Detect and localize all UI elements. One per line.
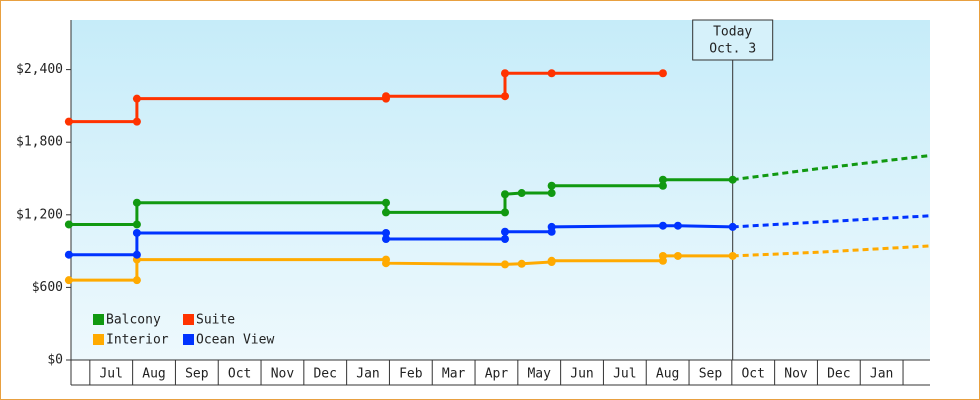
legend-label: Ocean View <box>196 333 274 348</box>
price-point <box>500 92 509 101</box>
today-label: Today <box>713 25 752 40</box>
price-point <box>517 259 526 268</box>
price-point <box>382 208 391 217</box>
price-point <box>547 222 556 231</box>
projection-line <box>732 244 931 258</box>
x-tick-label: Jan <box>356 367 379 382</box>
price-point <box>728 222 737 231</box>
today-label: Oct. 3 <box>709 42 756 57</box>
price-point <box>547 69 556 78</box>
x-tick-label: Dec <box>827 367 850 382</box>
price-point <box>547 181 556 190</box>
x-tick-label: Aug <box>656 367 679 382</box>
x-tick-label: Oct <box>228 367 251 382</box>
price-point <box>132 117 141 126</box>
price-point <box>382 228 391 237</box>
price-point <box>132 228 141 237</box>
legend-label: Interior <box>106 333 169 348</box>
price-point <box>382 92 391 101</box>
price-point <box>658 69 667 78</box>
today-box <box>692 19 774 61</box>
y-tick-label: $1,200 <box>16 207 63 222</box>
x-tick-label: Mar <box>442 367 466 382</box>
price-point <box>500 260 509 269</box>
x-tick-label: May <box>527 367 551 382</box>
y-tick-label: $2,400 <box>16 62 63 77</box>
y-tick-label: $600 <box>32 280 63 295</box>
x-tick-label: Nov <box>271 367 295 382</box>
plot-area <box>71 20 930 360</box>
price-point <box>64 117 73 126</box>
x-tick-label: Dec <box>313 367 336 382</box>
price-point <box>658 251 667 260</box>
projection-line <box>732 214 931 229</box>
price-point <box>547 256 556 265</box>
price-point <box>500 227 509 236</box>
x-tick-label: Aug <box>142 367 165 382</box>
price-point <box>132 198 141 207</box>
x-tick-label: Sep <box>699 367 723 382</box>
y-tick-label: $1,800 <box>16 135 63 150</box>
price-point <box>673 221 682 230</box>
price-point <box>382 198 391 207</box>
price-point <box>382 235 391 244</box>
y-tick-label: $0 <box>47 353 63 368</box>
legend-label: Balcony <box>106 313 161 328</box>
price-point <box>500 208 509 217</box>
legend-swatch <box>183 314 194 325</box>
price-point <box>500 190 509 199</box>
legend-swatch <box>93 334 104 345</box>
legend-swatch <box>93 314 104 325</box>
x-tick-label: Oct <box>741 367 764 382</box>
price-point <box>517 189 526 198</box>
price-point <box>132 250 141 259</box>
price-point <box>547 189 556 198</box>
price-point <box>132 220 141 229</box>
x-tick-label: Jul <box>99 367 122 382</box>
x-tick-label: Jun <box>570 367 593 382</box>
price-point <box>728 251 737 260</box>
legend-label: Suite <box>196 313 235 328</box>
price-point <box>500 235 509 244</box>
projection-line <box>732 154 931 182</box>
legend-swatch <box>183 334 194 345</box>
price-point <box>728 175 737 184</box>
price-point <box>64 220 73 229</box>
price-point <box>658 181 667 190</box>
price-point <box>500 69 509 78</box>
x-tick-label: Feb <box>399 367 423 382</box>
x-tick-label: Nov <box>784 367 808 382</box>
price-point <box>64 250 73 259</box>
price-point <box>132 276 141 285</box>
x-tick-label: Jan <box>870 367 893 382</box>
price-point <box>64 276 73 285</box>
price-point <box>673 251 682 260</box>
price-point <box>658 221 667 230</box>
price-point <box>132 94 141 103</box>
x-tick-label: Jul <box>613 367 636 382</box>
price-point <box>658 175 667 184</box>
x-tick-label: Apr <box>485 367 509 382</box>
price-point <box>382 259 391 268</box>
x-tick-label: Sep <box>185 367 209 382</box>
